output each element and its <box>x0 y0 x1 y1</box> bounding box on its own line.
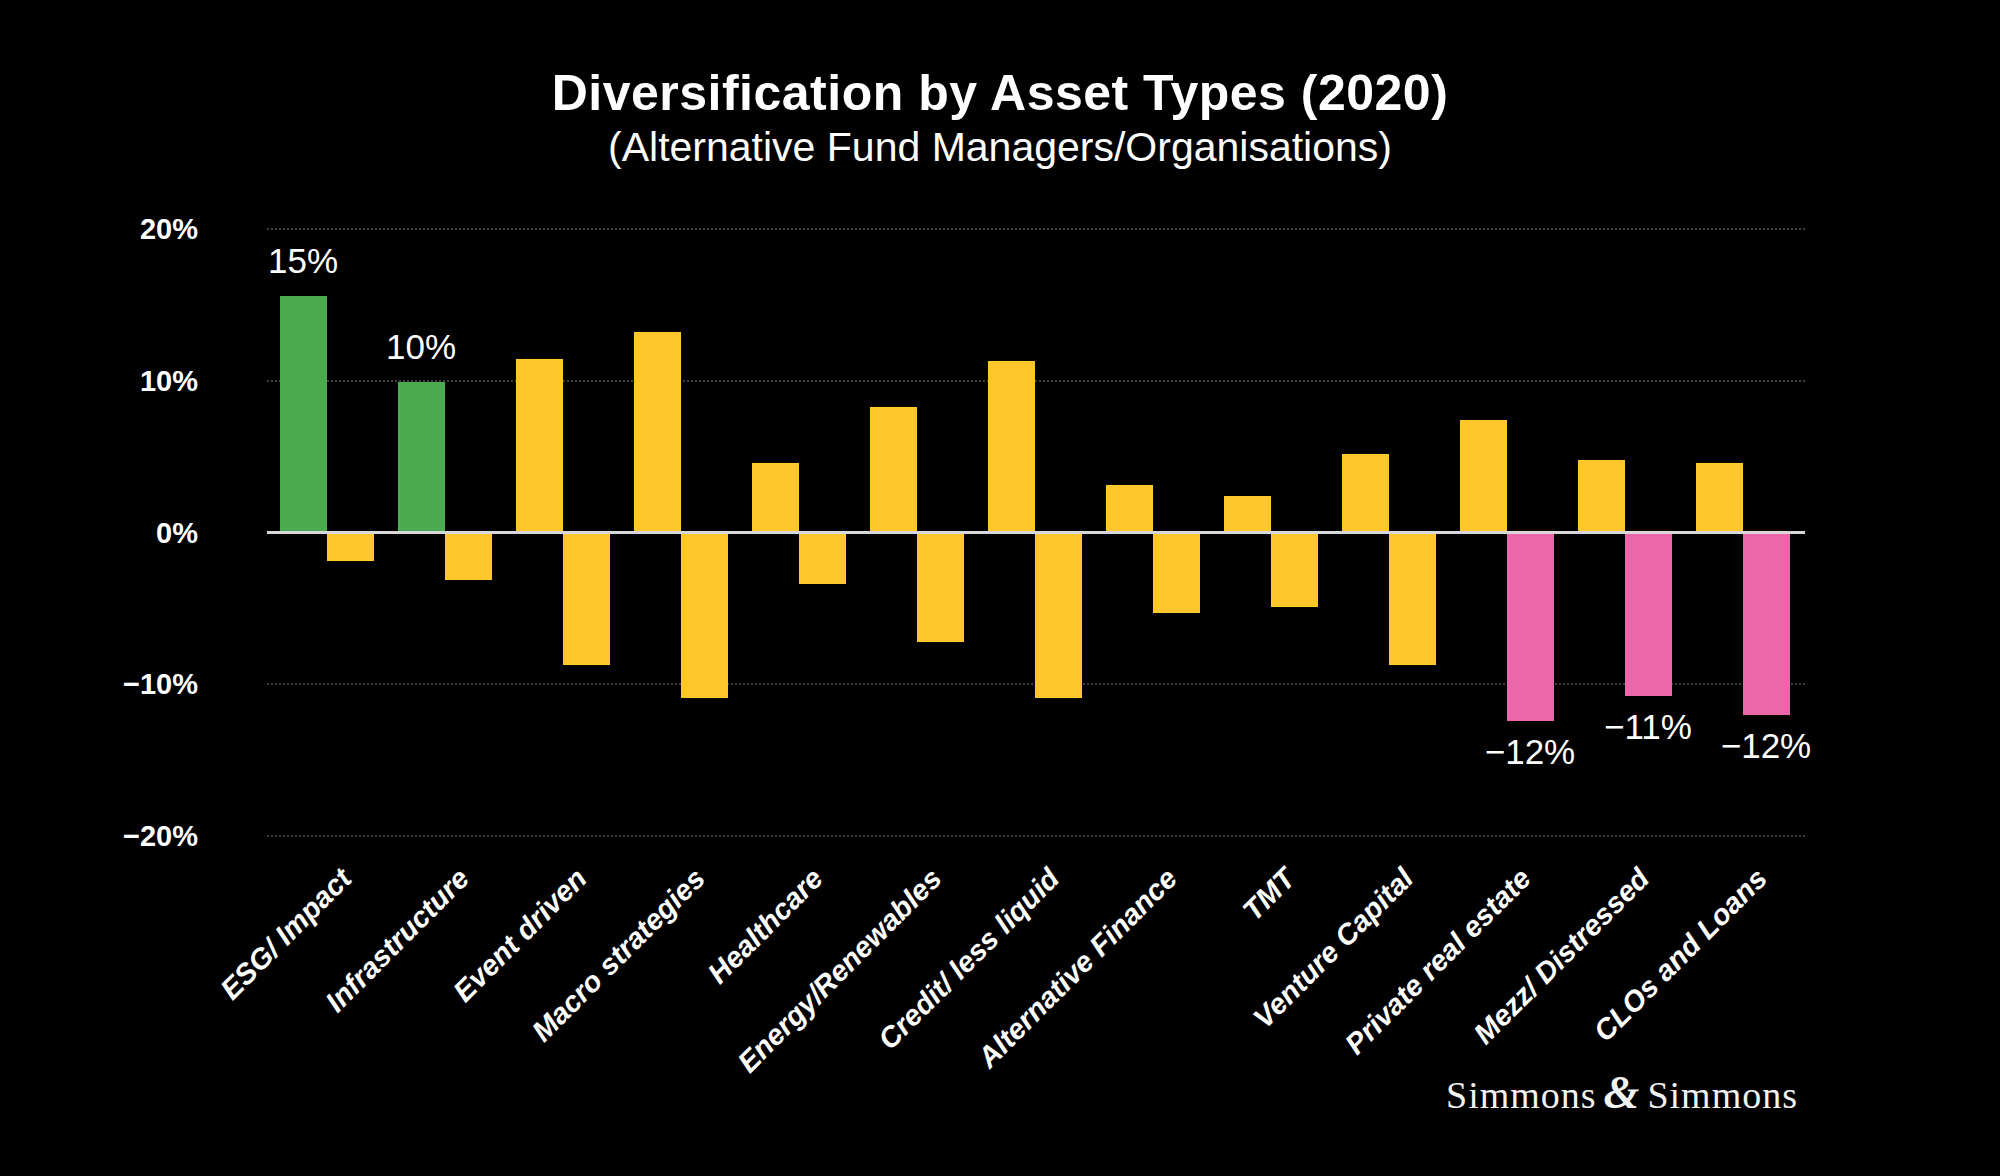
bar-value-label: 10% <box>353 326 490 368</box>
bar-positive <box>752 463 799 531</box>
gridline-20 <box>267 228 1805 230</box>
bar-positive <box>870 407 917 531</box>
x-axis-label: Alternative Finance <box>971 862 1183 1074</box>
bar-negative <box>1743 534 1790 715</box>
bar-value-label: −12% <box>1698 725 1835 767</box>
bar-positive <box>1696 463 1743 531</box>
bar-value-label: −11% <box>1580 706 1717 748</box>
bar-positive <box>988 361 1035 531</box>
bar-positive <box>634 332 681 531</box>
brand-logo: Simmons&Simmons <box>1446 1066 1798 1119</box>
bar-value-label: 15% <box>235 240 372 282</box>
bar-negative <box>563 534 610 665</box>
x-axis-label: TMT <box>1236 862 1301 927</box>
y-tick-label: 10% <box>38 361 198 401</box>
bar-positive <box>1106 485 1153 531</box>
y-tick-label: 0% <box>38 513 198 553</box>
bar-positive <box>1460 420 1507 531</box>
bar-negative <box>799 534 846 584</box>
bar-negative <box>1507 534 1554 721</box>
brand-logo-word: Simmons <box>1446 1074 1597 1116</box>
bar-negative <box>1625 534 1672 696</box>
bar-positive <box>398 382 445 531</box>
gridline--20 <box>267 835 1805 837</box>
bar-negative <box>1389 534 1436 665</box>
x-axis-label: Energy/Renewables <box>731 862 947 1078</box>
brand-logo-word: Simmons <box>1647 1074 1798 1116</box>
zero-axis-line <box>267 531 1805 534</box>
bar-positive <box>280 296 327 531</box>
bar-negative <box>445 534 492 580</box>
y-tick-label: −10% <box>38 664 198 704</box>
bar-negative <box>327 534 374 561</box>
y-tick-label: 20% <box>38 209 198 249</box>
brand-logo-ampersand: & <box>1597 1067 1648 1118</box>
bar-negative <box>917 534 964 642</box>
gridline-10 <box>267 380 1805 382</box>
chart-title: Diversification by Asset Types (2020) <box>0 64 2000 122</box>
bar-negative <box>1271 534 1318 607</box>
bar-negative <box>681 534 728 698</box>
x-axis-label: Healthcare <box>702 862 830 990</box>
bar-positive <box>1578 460 1625 531</box>
bar-negative <box>1035 534 1082 698</box>
bar-positive <box>1342 454 1389 531</box>
slide: Diversification by Asset Types (2020) (A… <box>0 0 2000 1176</box>
bar-negative <box>1153 534 1200 613</box>
bar-positive <box>1224 496 1271 531</box>
bar-value-label: −12% <box>1462 731 1599 773</box>
y-tick-label: −20% <box>38 816 198 856</box>
bar-positive <box>516 359 563 531</box>
chart-subtitle: (Alternative Fund Managers/Organisations… <box>0 124 2000 171</box>
